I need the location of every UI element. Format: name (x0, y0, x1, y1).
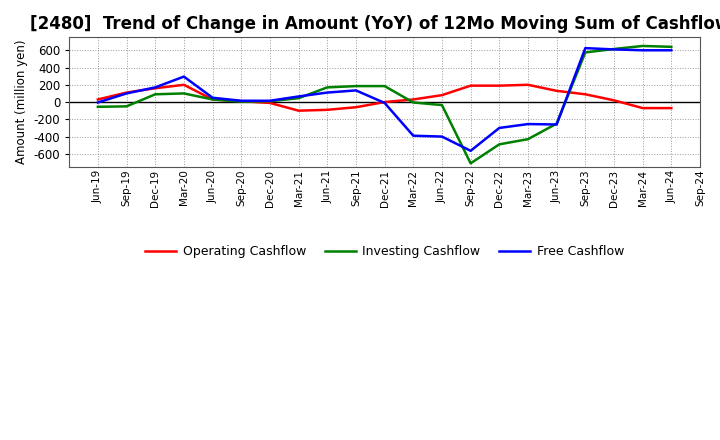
Investing Cashflow (438, 103, 446, 108)
Investing Cashflow (179, 91, 188, 96)
Operating Cashflow (552, 88, 561, 93)
Investing Cashflow (380, 84, 389, 89)
Investing Cashflow (639, 43, 647, 48)
Free Cashflow (351, 88, 360, 93)
Free Cashflow (467, 148, 475, 154)
Operating Cashflow (610, 98, 618, 103)
Operating Cashflow (179, 82, 188, 88)
Free Cashflow (610, 47, 618, 52)
Operating Cashflow (351, 105, 360, 110)
Free Cashflow (323, 90, 332, 95)
Free Cashflow (639, 48, 647, 53)
Operating Cashflow (639, 106, 647, 111)
Free Cashflow (495, 125, 503, 131)
Operating Cashflow (94, 97, 102, 102)
Operating Cashflow (294, 108, 303, 114)
Investing Cashflow (237, 99, 246, 104)
Operating Cashflow (122, 90, 131, 95)
Free Cashflow (179, 74, 188, 79)
Operating Cashflow (380, 99, 389, 105)
Operating Cashflow (467, 83, 475, 88)
Free Cashflow (294, 94, 303, 99)
Free Cashflow (94, 100, 102, 105)
Operating Cashflow (208, 97, 217, 102)
Operating Cashflow (323, 107, 332, 113)
Operating Cashflow (581, 92, 590, 97)
Free Cashflow (552, 122, 561, 127)
Investing Cashflow (351, 84, 360, 89)
Investing Cashflow (294, 95, 303, 101)
Investing Cashflow (122, 104, 131, 109)
Free Cashflow (151, 85, 160, 90)
Free Cashflow (208, 95, 217, 100)
Free Cashflow (438, 134, 446, 139)
Free Cashflow (266, 98, 274, 103)
Line: Investing Cashflow: Investing Cashflow (98, 46, 671, 163)
Line: Operating Cashflow: Operating Cashflow (98, 85, 671, 111)
Y-axis label: Amount (million yen): Amount (million yen) (15, 40, 28, 164)
Investing Cashflow (409, 100, 418, 105)
Free Cashflow (122, 91, 131, 96)
Investing Cashflow (467, 161, 475, 166)
Investing Cashflow (523, 136, 532, 142)
Investing Cashflow (581, 50, 590, 55)
Investing Cashflow (667, 44, 675, 49)
Operating Cashflow (409, 97, 418, 102)
Operating Cashflow (438, 92, 446, 98)
Operating Cashflow (495, 83, 503, 88)
Operating Cashflow (667, 106, 675, 111)
Investing Cashflow (552, 121, 561, 126)
Free Cashflow (523, 121, 532, 127)
Investing Cashflow (323, 85, 332, 90)
Investing Cashflow (266, 99, 274, 104)
Legend: Operating Cashflow, Investing Cashflow, Free Cashflow: Operating Cashflow, Investing Cashflow, … (140, 240, 629, 263)
Title: [2480]  Trend of Change in Amount (YoY) of 12Mo Moving Sum of Cashflows: [2480] Trend of Change in Amount (YoY) o… (30, 15, 720, 33)
Investing Cashflow (610, 46, 618, 51)
Investing Cashflow (208, 97, 217, 102)
Free Cashflow (667, 48, 675, 53)
Free Cashflow (409, 133, 418, 138)
Free Cashflow (581, 45, 590, 51)
Operating Cashflow (523, 82, 532, 88)
Investing Cashflow (495, 142, 503, 147)
Investing Cashflow (94, 104, 102, 110)
Operating Cashflow (237, 99, 246, 104)
Operating Cashflow (151, 86, 160, 91)
Free Cashflow (380, 100, 389, 106)
Free Cashflow (237, 98, 246, 103)
Line: Free Cashflow: Free Cashflow (98, 48, 671, 151)
Operating Cashflow (266, 100, 274, 106)
Investing Cashflow (151, 92, 160, 97)
